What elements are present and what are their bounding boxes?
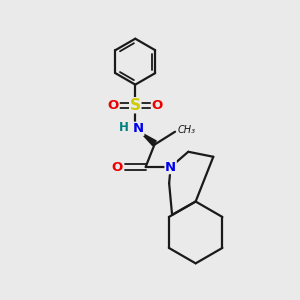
Polygon shape [141, 132, 156, 146]
Text: O: O [111, 160, 122, 174]
Text: N: N [165, 160, 176, 174]
Text: S: S [130, 98, 141, 113]
Text: H: H [119, 121, 129, 134]
Text: O: O [152, 99, 163, 112]
Text: CH₃: CH₃ [177, 125, 195, 135]
Text: O: O [108, 99, 119, 112]
Text: N: N [133, 122, 144, 135]
